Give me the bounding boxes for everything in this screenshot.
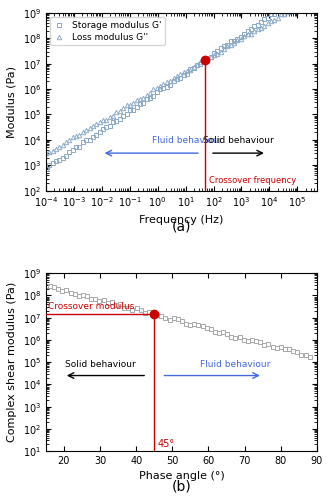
Text: Fluid behaviour: Fluid behaviour xyxy=(151,136,222,145)
Text: Solid behaviour: Solid behaviour xyxy=(65,360,135,369)
Text: Crossover frequency: Crossover frequency xyxy=(209,176,296,186)
Storage modulus G' xyxy=(225,42,229,48)
Text: (a): (a) xyxy=(172,219,191,233)
Y-axis label: Complex shear modulus (Pa): Complex shear modulus (Pa) xyxy=(7,282,17,442)
Loss modulus G'' xyxy=(202,57,206,63)
X-axis label: Phase angle (°): Phase angle (°) xyxy=(139,472,224,482)
Loss modulus G'' xyxy=(279,11,283,17)
Storage modulus G' xyxy=(202,58,206,64)
Legend: Storage modulus G', Loss modulus G'': Storage modulus G', Loss modulus G'' xyxy=(50,18,165,46)
Storage modulus G' xyxy=(215,48,219,54)
Loss modulus G'' xyxy=(161,80,165,86)
Text: (b): (b) xyxy=(172,480,191,494)
Text: Solid behaviour: Solid behaviour xyxy=(203,136,273,145)
Text: Fluid behaviour: Fluid behaviour xyxy=(200,360,271,369)
Loss modulus G'' xyxy=(215,50,219,56)
Loss modulus G'' xyxy=(205,57,209,63)
Loss modulus G'' xyxy=(44,150,48,156)
Storage modulus G' xyxy=(161,84,165,90)
Storage modulus G' xyxy=(279,4,283,10)
Storage modulus G' xyxy=(205,56,209,62)
Loss modulus G'' xyxy=(225,42,229,48)
Text: Crossover modulus: Crossover modulus xyxy=(48,302,134,310)
Line: Loss modulus G'': Loss modulus G'' xyxy=(44,0,314,156)
Storage modulus G' xyxy=(44,166,48,172)
Line: Storage modulus G': Storage modulus G' xyxy=(44,0,314,171)
X-axis label: Frequency (Hz): Frequency (Hz) xyxy=(139,215,223,225)
Text: 45°: 45° xyxy=(157,438,174,448)
Y-axis label: Modulus (Pa): Modulus (Pa) xyxy=(7,66,17,138)
